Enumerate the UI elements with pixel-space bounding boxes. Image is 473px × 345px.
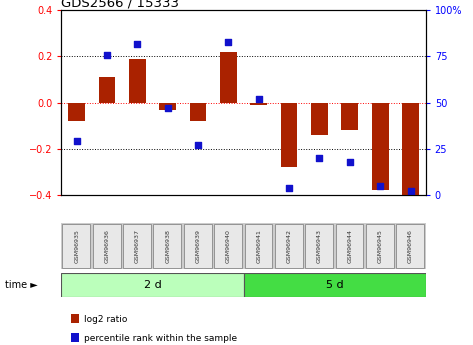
Point xyxy=(73,139,80,144)
Point xyxy=(103,52,111,57)
Bar xyxy=(372,103,388,190)
Point xyxy=(407,188,414,194)
Text: log2 ratio: log2 ratio xyxy=(84,315,128,324)
Point xyxy=(285,185,293,190)
Point xyxy=(225,39,232,45)
Bar xyxy=(159,103,176,110)
Text: 2 d: 2 d xyxy=(144,280,161,289)
FancyBboxPatch shape xyxy=(335,224,363,268)
Text: GSM96945: GSM96945 xyxy=(377,229,383,263)
FancyBboxPatch shape xyxy=(305,224,333,268)
FancyBboxPatch shape xyxy=(62,224,90,268)
FancyBboxPatch shape xyxy=(61,273,244,297)
Text: GSM96943: GSM96943 xyxy=(317,229,322,263)
Text: time ►: time ► xyxy=(5,280,37,289)
Text: GSM96936: GSM96936 xyxy=(105,229,110,263)
Point xyxy=(255,96,263,102)
Text: GSM96944: GSM96944 xyxy=(347,229,352,263)
Bar xyxy=(190,103,206,121)
Bar xyxy=(281,103,298,167)
Point xyxy=(346,159,354,165)
FancyBboxPatch shape xyxy=(93,224,121,268)
Text: percentile rank within the sample: percentile rank within the sample xyxy=(84,334,237,343)
Bar xyxy=(342,103,358,130)
Text: GSM96940: GSM96940 xyxy=(226,229,231,263)
Bar xyxy=(402,103,419,195)
Point xyxy=(315,155,323,161)
FancyBboxPatch shape xyxy=(153,224,181,268)
Bar xyxy=(220,52,237,103)
FancyBboxPatch shape xyxy=(123,224,151,268)
Bar xyxy=(311,103,328,135)
Text: GSM96946: GSM96946 xyxy=(408,229,413,263)
Point xyxy=(133,41,141,46)
FancyBboxPatch shape xyxy=(244,273,426,297)
Text: GSM96938: GSM96938 xyxy=(165,229,170,263)
Text: GSM96939: GSM96939 xyxy=(195,229,201,263)
FancyBboxPatch shape xyxy=(275,224,303,268)
Text: GDS2566 / 15333: GDS2566 / 15333 xyxy=(61,0,179,9)
Point xyxy=(164,106,172,111)
Text: GSM96941: GSM96941 xyxy=(256,229,261,263)
Text: 5 d: 5 d xyxy=(326,280,343,289)
FancyBboxPatch shape xyxy=(366,224,394,268)
Bar xyxy=(129,59,146,103)
Point xyxy=(377,183,384,188)
FancyBboxPatch shape xyxy=(214,224,242,268)
Text: GSM96935: GSM96935 xyxy=(74,229,79,263)
Bar xyxy=(99,77,115,103)
Bar xyxy=(68,103,85,121)
FancyBboxPatch shape xyxy=(184,224,212,268)
Text: GSM96937: GSM96937 xyxy=(135,229,140,263)
Point xyxy=(194,142,202,148)
Bar xyxy=(250,103,267,105)
Text: GSM96942: GSM96942 xyxy=(287,229,292,263)
FancyBboxPatch shape xyxy=(396,224,424,268)
FancyBboxPatch shape xyxy=(245,224,272,268)
